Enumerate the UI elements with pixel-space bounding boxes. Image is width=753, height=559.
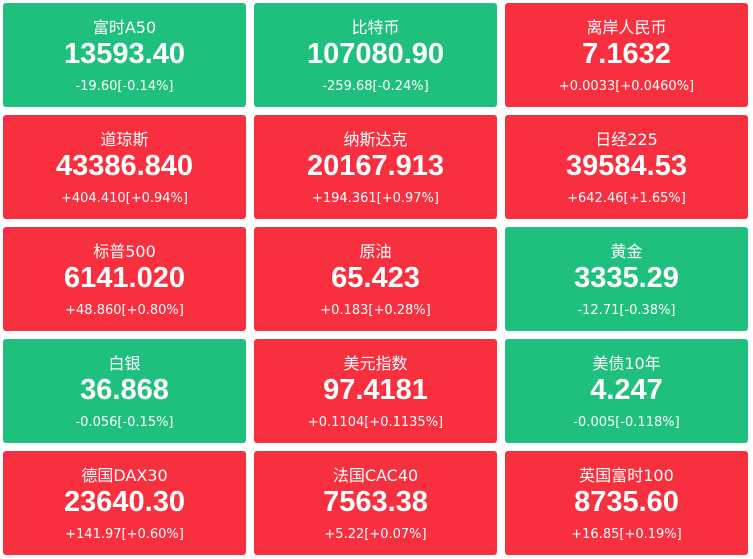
quote-price: 23640.30 xyxy=(64,486,185,518)
quote-price: 97.4181 xyxy=(323,374,428,406)
quote-name: 富时A50 xyxy=(92,18,157,37)
quote-tile[interactable]: 道琼斯 43386.840 +404.410[+0.94%] xyxy=(3,115,246,219)
quote-name: 原油 xyxy=(359,242,392,261)
quote-name: 白银 xyxy=(108,354,141,373)
quote-name: 美债10年 xyxy=(592,354,661,373)
quote-tile[interactable]: 法国CAC40 7563.38 +5.22[+0.07%] xyxy=(254,451,497,555)
quote-change: -0.005[-0.118%] xyxy=(573,415,680,430)
quote-price: 7.1632 xyxy=(582,38,671,70)
quote-name: 道琼斯 xyxy=(100,130,149,149)
quote-change: +642.46[+1.65%] xyxy=(567,191,686,206)
quote-change: +5.22[+0.07%] xyxy=(324,527,427,542)
quote-change: +404.410[+0.94%] xyxy=(61,191,188,206)
quote-tile[interactable]: 白银 36.868 -0.056[-0.15%] xyxy=(3,339,246,443)
quote-name: 黄金 xyxy=(610,242,643,261)
quote-price: 107080.90 xyxy=(306,38,445,70)
quote-tile[interactable]: 黄金 3335.29 -12.71[-0.38%] xyxy=(505,227,748,331)
quote-name: 美元指数 xyxy=(343,354,408,373)
quote-tile[interactable]: 标普500 6141.020 +48.860[+0.80%] xyxy=(3,227,246,331)
quote-name: 法国CAC40 xyxy=(332,466,419,485)
quote-name: 日经225 xyxy=(595,130,658,149)
quote-price: 36.868 xyxy=(80,374,169,406)
quote-name: 英国富时100 xyxy=(579,466,674,485)
quote-tile[interactable]: 富时A50 13593.40 -19.60[-0.14%] xyxy=(3,3,246,107)
quote-tile[interactable]: 日经225 39584.53 +642.46[+1.65%] xyxy=(505,115,748,219)
quote-price: 4.247 xyxy=(590,374,663,406)
quote-change: +16.85[+0.19%] xyxy=(571,527,682,542)
quote-change: +194.361[+0.97%] xyxy=(312,191,439,206)
quote-price: 8735.60 xyxy=(574,486,679,518)
quote-change: +0.1104[+0.1135%] xyxy=(307,415,444,430)
quote-tile[interactable]: 美元指数 97.4181 +0.1104[+0.1135%] xyxy=(254,339,497,443)
quote-change: +48.860[+0.80%] xyxy=(65,303,184,318)
quote-tile[interactable]: 原油 65.423 +0.183[+0.28%] xyxy=(254,227,497,331)
quote-name: 离岸人民币 xyxy=(586,18,667,37)
quote-name: 标普500 xyxy=(93,242,156,261)
quote-tile[interactable]: 英国富时100 8735.60 +16.85[+0.19%] xyxy=(505,451,748,555)
quote-tile[interactable]: 美债10年 4.247 -0.005[-0.118%] xyxy=(505,339,748,443)
quote-price: 7563.38 xyxy=(323,486,428,518)
quote-tile[interactable]: 比特币 107080.90 -259.68[-0.24%] xyxy=(254,3,497,107)
quote-name: 比特币 xyxy=(351,18,400,37)
quote-price: 13593.40 xyxy=(64,38,185,70)
quote-price: 6141.020 xyxy=(64,262,185,294)
quote-price: 20167.913 xyxy=(306,150,445,182)
quote-tile[interactable]: 纳斯达克 20167.913 +194.361[+0.97%] xyxy=(254,115,497,219)
quote-tile[interactable]: 离岸人民币 7.1632 +0.0033[+0.0460%] xyxy=(505,3,748,107)
quote-tile[interactable]: 德国DAX30 23640.30 +141.97[+0.60%] xyxy=(3,451,246,555)
quote-change: +141.97[+0.60%] xyxy=(65,527,184,542)
quote-change: -259.68[-0.24%] xyxy=(322,79,429,94)
quote-change: -19.60[-0.14%] xyxy=(75,79,174,94)
quote-price: 39584.53 xyxy=(566,150,687,182)
quote-name: 纳斯达克 xyxy=(343,130,408,149)
quote-price: 43386.840 xyxy=(55,150,194,182)
quote-change: +0.0033[+0.0460%] xyxy=(558,79,695,94)
quote-price: 3335.29 xyxy=(574,262,679,294)
quote-price: 65.423 xyxy=(331,262,420,294)
quote-change: -12.71[-0.38%] xyxy=(577,303,676,318)
quote-change: +0.183[+0.28%] xyxy=(320,303,431,318)
quote-change: -0.056[-0.15%] xyxy=(75,415,174,430)
quote-name: 德国DAX30 xyxy=(81,466,168,485)
